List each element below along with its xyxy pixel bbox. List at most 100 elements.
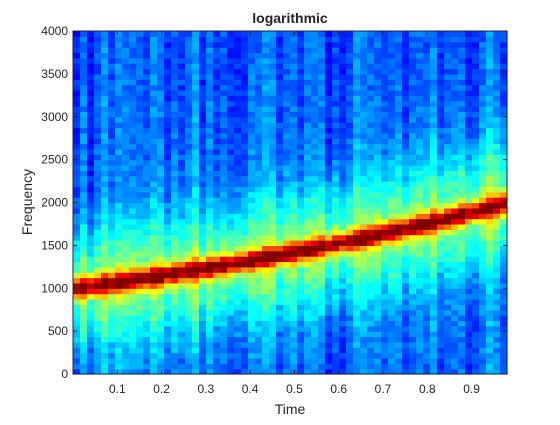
heatmap-cell <box>486 63 494 70</box>
heatmap-cell <box>304 186 312 193</box>
heatmap-cell <box>437 68 445 75</box>
heatmap-cell <box>269 175 277 182</box>
heatmap-cell <box>339 122 347 129</box>
heatmap-cell <box>297 52 305 59</box>
heatmap-cell <box>87 325 95 332</box>
heatmap-cell <box>451 245 459 252</box>
heatmap-cell <box>185 347 193 354</box>
heatmap-cell <box>304 47 312 54</box>
heatmap-cell <box>332 186 340 193</box>
heatmap-cell <box>73 132 81 139</box>
heatmap-cell <box>318 197 326 204</box>
heatmap-cell <box>416 256 424 263</box>
heatmap-cell <box>297 106 305 112</box>
heatmap-cell <box>493 47 501 54</box>
heatmap-cell <box>325 175 333 182</box>
heatmap-cell <box>283 256 291 263</box>
heatmap-cell <box>122 164 130 171</box>
heatmap-cell <box>381 191 389 198</box>
heatmap-cell <box>115 132 123 139</box>
heatmap-cell <box>262 116 270 123</box>
heatmap-cell <box>234 159 242 166</box>
heatmap-cell <box>444 84 452 91</box>
heatmap-cell <box>465 250 473 257</box>
heatmap-cell <box>73 288 81 295</box>
heatmap-cell <box>157 52 165 59</box>
heatmap-cell <box>157 202 165 209</box>
heatmap-cell <box>269 41 277 48</box>
heatmap-cell <box>416 116 424 123</box>
heatmap-cell <box>402 175 410 182</box>
heatmap-cell <box>381 261 389 268</box>
heatmap-cell <box>325 250 333 257</box>
heatmap-cell <box>367 122 375 129</box>
heatmap-cell <box>500 84 508 91</box>
heatmap-cell <box>493 256 501 263</box>
heatmap-cell <box>122 47 130 54</box>
heatmap-cell <box>192 336 200 343</box>
heatmap-cell <box>297 132 305 139</box>
heatmap-cell <box>87 207 95 214</box>
heatmap-cell <box>311 240 319 246</box>
heatmap-cell <box>325 320 333 327</box>
heatmap-cell <box>234 213 242 220</box>
heatmap-cell <box>220 245 228 252</box>
heatmap-cell <box>416 159 424 166</box>
heatmap-cell <box>458 181 466 188</box>
heatmap-cell <box>479 240 487 246</box>
heatmap-cell <box>234 164 242 171</box>
heatmap-cell <box>101 111 109 118</box>
heatmap-cell <box>241 106 249 112</box>
heatmap-cell <box>213 138 221 145</box>
heatmap-cell <box>346 148 354 155</box>
heatmap-cell <box>500 52 508 59</box>
heatmap-cell <box>332 256 340 263</box>
heatmap-cell <box>255 282 263 289</box>
heatmap-cell <box>241 127 249 134</box>
heatmap-cell <box>220 320 228 327</box>
heatmap-cell <box>171 250 179 257</box>
heatmap-cell <box>150 229 158 236</box>
heatmap-cell <box>493 191 501 198</box>
heatmap-cell <box>129 89 137 96</box>
heatmap-cell <box>332 164 340 171</box>
heatmap-cell <box>234 186 242 193</box>
heatmap-cell <box>325 352 333 359</box>
heatmap-cell <box>318 89 326 96</box>
heatmap-cell <box>437 181 445 188</box>
heatmap-cell <box>199 191 207 198</box>
heatmap-cell <box>402 122 410 129</box>
heatmap-cell <box>395 309 403 316</box>
heatmap-cell <box>94 202 102 209</box>
heatmap-cell <box>94 106 102 112</box>
heatmap-cell <box>472 100 480 107</box>
heatmap-cell <box>157 57 165 64</box>
heatmap-cell <box>234 57 242 64</box>
heatmap-cell <box>472 79 480 86</box>
heatmap-cell <box>122 132 130 139</box>
heatmap-cell <box>339 52 347 59</box>
heatmap-cell <box>374 31 382 37</box>
heatmap-cell <box>178 213 186 220</box>
heatmap-cell <box>325 148 333 155</box>
heatmap-cell <box>339 347 347 354</box>
heatmap-cell <box>409 357 417 364</box>
heatmap-cell <box>122 341 130 348</box>
heatmap-cell <box>458 304 466 311</box>
heatmap-cell <box>87 127 95 134</box>
heatmap-cell <box>304 31 312 37</box>
heatmap-cell <box>283 368 291 375</box>
heatmap-cell <box>122 218 130 225</box>
heatmap-cell <box>297 159 305 166</box>
heatmap-cell <box>150 47 158 54</box>
heatmap-cell <box>220 116 228 123</box>
heatmap-cell <box>94 47 102 54</box>
heatmap-cell <box>108 31 116 37</box>
heatmap-cell <box>367 100 375 107</box>
heatmap-cell <box>283 41 291 48</box>
heatmap-cell <box>339 57 347 64</box>
heatmap-cell <box>332 315 340 322</box>
heatmap-cell <box>115 309 123 316</box>
heatmap-cell <box>381 256 389 263</box>
heatmap-cell <box>395 175 403 182</box>
